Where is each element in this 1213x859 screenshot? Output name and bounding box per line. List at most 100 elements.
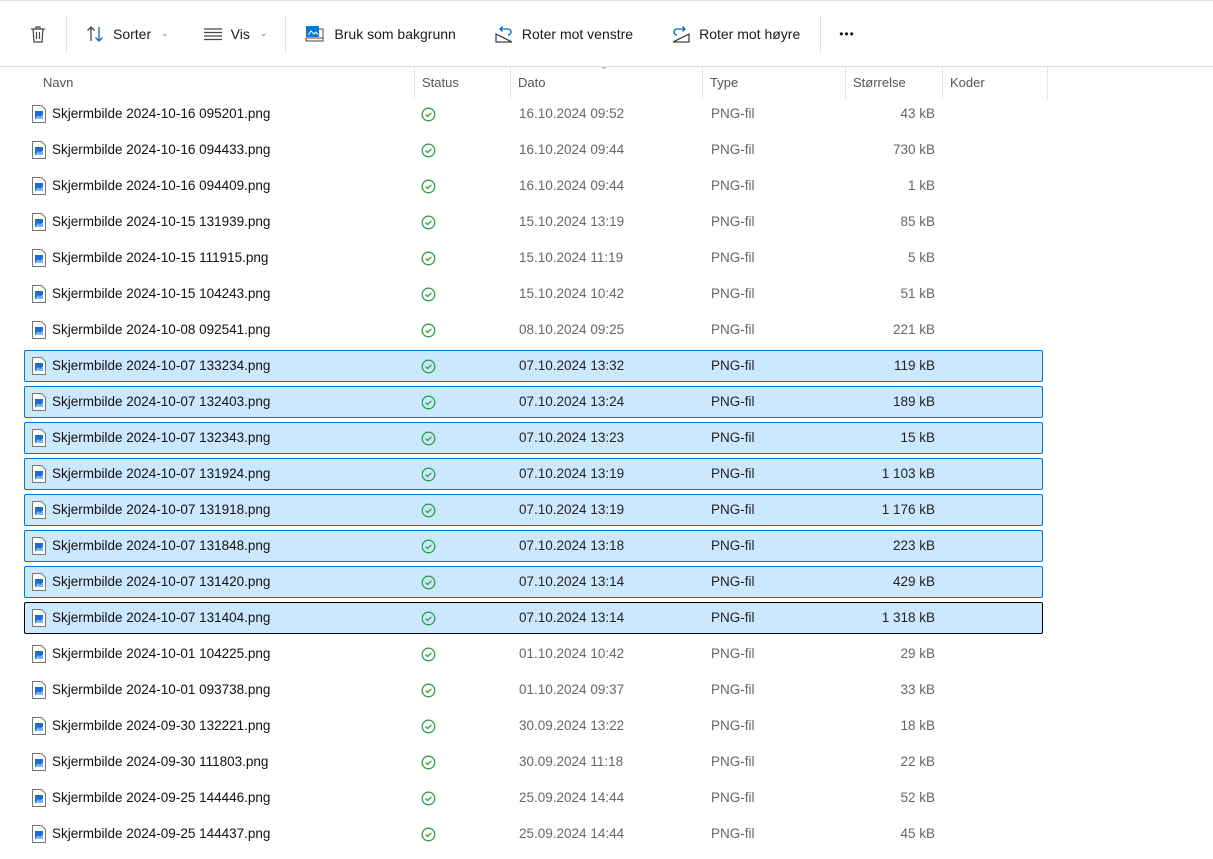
file-row[interactable]: Skjermbilde 2024-10-16 094433.png 16.10.… bbox=[24, 134, 1043, 166]
file-name: Skjermbilde 2024-09-25 144446.png bbox=[52, 790, 271, 805]
file-date: 15.10.2024 11:19 bbox=[519, 250, 624, 265]
file-row[interactable]: Skjermbilde 2024-10-16 095201.png 16.10.… bbox=[24, 98, 1043, 130]
rotate-right-label: Roter mot høyre bbox=[699, 25, 801, 42]
file-type: PNG-fil bbox=[711, 178, 755, 193]
file-row[interactable]: Skjermbilde 2024-10-15 104243.png 15.10.… bbox=[24, 278, 1043, 310]
sort-descending-icon: ⌄ bbox=[600, 61, 608, 71]
rotate-left-icon bbox=[495, 25, 513, 43]
file-row[interactable]: Skjermbilde 2024-10-15 131939.png 15.10.… bbox=[24, 206, 1043, 238]
image-file-icon bbox=[32, 357, 46, 375]
file-name: Skjermbilde 2024-09-30 132221.png bbox=[52, 718, 271, 733]
file-type: PNG-fil bbox=[711, 718, 755, 733]
column-header-date[interactable]: Dato bbox=[511, 67, 703, 99]
file-size: 43 kB bbox=[900, 106, 935, 121]
image-file-icon bbox=[32, 249, 46, 267]
file-type: PNG-fil bbox=[711, 574, 755, 589]
file-size: 29 kB bbox=[900, 646, 935, 661]
file-date: 07.10.2024 13:32 bbox=[519, 358, 625, 373]
set-as-background-button[interactable]: Bruk som bakgrunn bbox=[294, 16, 465, 52]
file-date: 07.10.2024 13:14 bbox=[519, 574, 625, 589]
file-type: PNG-fil bbox=[711, 322, 755, 337]
file-size: 223 kB bbox=[892, 538, 935, 553]
column-header-type[interactable]: Type bbox=[703, 67, 846, 99]
image-file-icon bbox=[32, 573, 46, 591]
file-row[interactable]: Skjermbilde 2024-09-25 144446.png 25.09.… bbox=[24, 782, 1043, 814]
file-row[interactable]: Skjermbilde 2024-10-07 131420.png 07.10.… bbox=[24, 566, 1043, 598]
file-row[interactable]: Skjermbilde 2024-10-15 111915.png 15.10.… bbox=[24, 242, 1043, 274]
synced-check-icon bbox=[421, 323, 436, 338]
trash-icon bbox=[31, 25, 45, 43]
column-header-size[interactable]: Størrelse bbox=[846, 67, 943, 99]
file-name: Skjermbilde 2024-10-07 131848.png bbox=[52, 538, 271, 553]
synced-check-icon bbox=[421, 755, 436, 770]
file-date: 08.10.2024 09:25 bbox=[519, 322, 625, 337]
file-row[interactable]: Skjermbilde 2024-10-07 131404.png 07.10.… bbox=[24, 602, 1043, 634]
file-size: 730 kB bbox=[892, 142, 935, 157]
file-name: Skjermbilde 2024-09-25 144437.png bbox=[52, 826, 271, 841]
file-row[interactable]: Skjermbilde 2024-10-16 094409.png 16.10.… bbox=[24, 170, 1043, 202]
file-type: PNG-fil bbox=[711, 754, 755, 769]
synced-check-icon bbox=[421, 647, 436, 662]
sort-button[interactable]: Sorter ⌄ bbox=[75, 16, 179, 52]
file-row[interactable]: Skjermbilde 2024-10-07 131924.png 07.10.… bbox=[24, 458, 1043, 490]
file-date: 25.09.2024 14:44 bbox=[519, 826, 625, 841]
synced-check-icon bbox=[421, 791, 436, 806]
file-name: Skjermbilde 2024-10-01 093738.png bbox=[52, 682, 271, 697]
list-view-icon bbox=[203, 27, 222, 40]
file-type: PNG-fil bbox=[711, 286, 755, 301]
chevron-down-icon: ⌄ bbox=[161, 28, 169, 38]
file-name: Skjermbilde 2024-10-15 104243.png bbox=[52, 286, 271, 301]
file-row[interactable]: Skjermbilde 2024-10-07 132403.png 07.10.… bbox=[24, 386, 1043, 418]
rotate-left-button[interactable]: Roter mot venstre bbox=[484, 16, 643, 52]
more-icon: ••• bbox=[839, 26, 855, 41]
file-size: 52 kB bbox=[900, 790, 935, 805]
synced-check-icon bbox=[421, 251, 436, 266]
file-row[interactable]: Skjermbilde 2024-10-07 131848.png 07.10.… bbox=[24, 530, 1043, 562]
file-date: 25.09.2024 14:44 bbox=[519, 790, 625, 805]
rotate-right-icon bbox=[672, 25, 690, 43]
file-size: 1 103 kB bbox=[881, 466, 935, 481]
synced-check-icon bbox=[421, 539, 436, 554]
file-size: 5 kB bbox=[907, 250, 935, 265]
set-as-background-label: Bruk som bakgrunn bbox=[334, 25, 456, 42]
file-name: Skjermbilde 2024-10-07 132403.png bbox=[52, 394, 271, 409]
synced-check-icon bbox=[421, 827, 436, 842]
file-row[interactable]: Skjermbilde 2024-10-08 092541.png 08.10.… bbox=[24, 314, 1043, 346]
synced-check-icon bbox=[421, 683, 436, 698]
image-file-icon bbox=[32, 465, 46, 483]
file-row[interactable]: Skjermbilde 2024-10-01 104225.png 01.10.… bbox=[24, 638, 1043, 670]
file-row[interactable]: Skjermbilde 2024-09-30 111803.png 30.09.… bbox=[24, 746, 1043, 778]
file-date: 07.10.2024 13:24 bbox=[519, 394, 625, 409]
file-row[interactable]: Skjermbilde 2024-09-25 144437.png 25.09.… bbox=[24, 818, 1043, 850]
column-header-name[interactable]: Navn bbox=[36, 67, 415, 99]
column-header-tags[interactable]: Koder bbox=[943, 67, 1048, 99]
more-options-button[interactable]: ••• bbox=[829, 16, 865, 52]
synced-check-icon bbox=[421, 179, 436, 194]
delete-button[interactable] bbox=[18, 16, 58, 52]
file-type: PNG-fil bbox=[711, 502, 755, 517]
column-header-row: Navn Status Dato ⌄ Type Størrelse Koder bbox=[0, 61, 1213, 99]
file-date: 30.09.2024 11:18 bbox=[519, 754, 624, 769]
file-name: Skjermbilde 2024-10-01 104225.png bbox=[52, 646, 271, 661]
column-header-status[interactable]: Status bbox=[415, 67, 511, 99]
file-row[interactable]: Skjermbilde 2024-10-07 132343.png 07.10.… bbox=[24, 422, 1043, 454]
file-type: PNG-fil bbox=[711, 142, 755, 157]
image-file-icon bbox=[32, 429, 46, 447]
file-name: Skjermbilde 2024-09-30 111803.png bbox=[52, 754, 269, 769]
view-button[interactable]: Vis ⌄ bbox=[193, 16, 278, 52]
file-type: PNG-fil bbox=[711, 538, 755, 553]
file-type: PNG-fil bbox=[711, 682, 755, 697]
rotate-right-button[interactable]: Roter mot høyre bbox=[661, 16, 810, 52]
file-type: PNG-fil bbox=[711, 106, 755, 121]
image-file-icon bbox=[32, 285, 46, 303]
file-row[interactable]: Skjermbilde 2024-10-07 133234.png 07.10.… bbox=[24, 350, 1043, 382]
file-type: PNG-fil bbox=[711, 466, 755, 481]
file-type: PNG-fil bbox=[711, 358, 755, 373]
file-type: PNG-fil bbox=[711, 610, 755, 625]
image-file-icon bbox=[32, 825, 46, 843]
file-row[interactable]: Skjermbilde 2024-10-07 131918.png 07.10.… bbox=[24, 494, 1043, 526]
divider bbox=[66, 14, 67, 53]
file-row[interactable]: Skjermbilde 2024-10-01 093738.png 01.10.… bbox=[24, 674, 1043, 706]
image-file-icon bbox=[32, 609, 46, 627]
file-row[interactable]: Skjermbilde 2024-09-30 132221.png 30.09.… bbox=[24, 710, 1043, 742]
